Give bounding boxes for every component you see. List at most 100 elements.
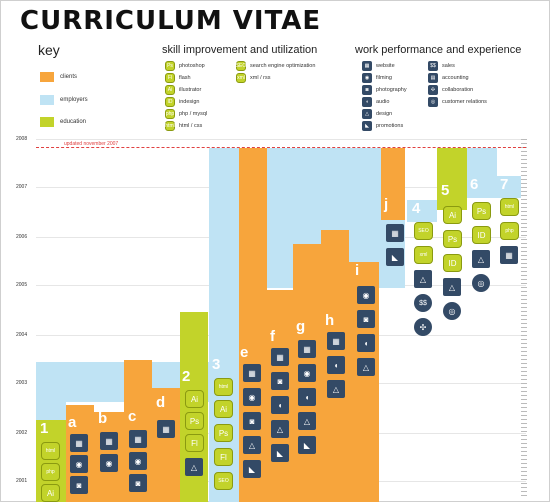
column-label: 6 — [470, 176, 479, 193]
education-block — [437, 148, 467, 210]
column-label: c — [128, 408, 137, 425]
legend-employers: employers — [40, 95, 88, 105]
camera-icon: ◉ — [298, 364, 316, 382]
ruler-tick — [521, 183, 527, 184]
seo-icon: SEO — [214, 472, 233, 490]
ruler-tick — [521, 343, 527, 344]
php-icon: php — [500, 222, 519, 240]
ruler-tick — [521, 471, 527, 472]
illustrator-icon: Ai — [214, 400, 233, 418]
flash-icon: Fl — [214, 448, 233, 466]
ruler-tick — [521, 403, 527, 404]
legend-label: employers — [60, 97, 88, 103]
ruler-tick — [521, 243, 527, 244]
work-label: customer relations — [442, 99, 487, 105]
year-label: 2007 — [16, 184, 28, 190]
photoshop-icon: Ps — [214, 424, 233, 442]
sales-icon: $$ — [414, 294, 432, 312]
customer-relations-icon: ◎ — [428, 97, 438, 107]
ruler-tick — [521, 483, 527, 484]
collaboration-icon: ✣ — [414, 318, 432, 336]
legend-education: education — [40, 117, 86, 127]
website-icon: ▦ — [386, 224, 404, 242]
column-label: f — [270, 328, 275, 345]
ruler-tick — [521, 171, 527, 172]
column-label: 7 — [500, 176, 509, 193]
column-label: i — [355, 262, 360, 279]
column-label: j — [384, 196, 389, 213]
ruler-tick — [521, 159, 527, 160]
ruler-tick — [521, 463, 527, 464]
html-icon: html — [41, 442, 60, 460]
column-label: a — [68, 414, 77, 431]
megaphone-icon: ◣ — [362, 121, 372, 131]
legend-label: education — [60, 119, 87, 125]
work-label: photography — [376, 87, 407, 93]
ruler-tick — [521, 447, 527, 448]
sales-icon: $$ — [428, 61, 438, 71]
year-label: 2005 — [16, 282, 28, 288]
customer-relations-icon: ◎ — [443, 302, 461, 320]
work-key-promotions: ◣ promotions — [362, 121, 403, 131]
website-icon: ▦ — [100, 432, 118, 450]
ruler-tick — [521, 275, 527, 276]
ruler-tick — [521, 179, 527, 180]
ruler-tick — [521, 139, 527, 140]
ruler-tick — [521, 155, 527, 156]
compass-icon: △ — [362, 109, 372, 119]
employer-block — [407, 200, 437, 222]
year-label: 2001 — [16, 478, 28, 484]
compass-icon: △ — [414, 270, 432, 288]
work-label: accounting — [442, 75, 469, 81]
compass-icon: △ — [472, 250, 490, 268]
ruler-tick — [521, 219, 527, 220]
ruler-tick — [521, 359, 527, 360]
camera-icon: ◉ — [357, 286, 375, 304]
html-icon: html — [214, 378, 233, 396]
ruler-tick — [521, 479, 527, 480]
employer-block — [467, 148, 497, 198]
megaphone-icon: ◣ — [271, 444, 289, 462]
illustrator-icon: Ai — [41, 484, 60, 502]
ruler-tick — [521, 143, 527, 144]
ruler-tick — [521, 239, 527, 240]
skill-key-xml: xml xml / rss — [236, 73, 270, 83]
photoshop-icon: Ps — [443, 230, 462, 248]
ruler-tick — [521, 203, 527, 204]
ruler-tick — [521, 391, 527, 392]
ruler-tick — [521, 279, 527, 280]
photo-camera-icon: ◙ — [70, 476, 88, 494]
compass-icon: △ — [243, 436, 261, 454]
php-icon: php — [41, 463, 60, 481]
website-icon: ▦ — [70, 434, 88, 452]
ruler-tick — [521, 299, 527, 300]
ruler-tick — [521, 467, 527, 468]
column-label: h — [325, 312, 335, 329]
audio-icon: ◖ — [298, 388, 316, 406]
column-label: 5 — [441, 182, 450, 199]
website-icon: ▦ — [500, 246, 518, 264]
megaphone-icon: ◣ — [386, 248, 404, 266]
ruler-tick — [521, 475, 527, 476]
ruler-tick — [521, 167, 527, 168]
ruler-tick — [521, 419, 527, 420]
ruler-tick — [521, 303, 527, 304]
camera-icon: ◉ — [100, 454, 118, 472]
work-label: collaboration — [442, 87, 474, 93]
illustrator-icon: Ai — [165, 85, 175, 95]
ruler-tick — [521, 223, 527, 224]
audio-icon: ◖ — [362, 97, 372, 107]
skill-key-illustrator: Ai illustrator — [165, 85, 201, 95]
camera-icon: ◉ — [70, 455, 88, 473]
year-label: 2004 — [16, 332, 28, 338]
skill-label: photoshop — [179, 63, 205, 69]
ruler-tick — [521, 267, 527, 268]
work-label: website — [376, 63, 395, 69]
photoshop-icon: Ps — [472, 202, 491, 220]
skill-label: php / mysql — [179, 111, 208, 117]
year-label: 2006 — [16, 234, 28, 240]
client-block — [152, 388, 180, 502]
client-block — [381, 148, 405, 220]
work-key-sales: $$ sales — [428, 61, 455, 71]
skill-label: xml / rss — [250, 75, 271, 81]
